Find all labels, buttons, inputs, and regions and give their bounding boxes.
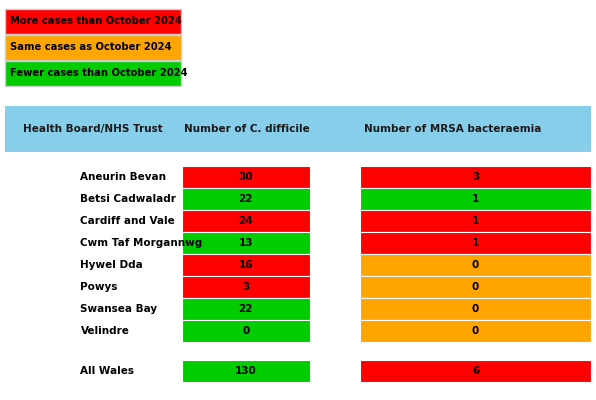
FancyBboxPatch shape	[360, 188, 591, 210]
FancyBboxPatch shape	[5, 61, 181, 86]
Text: 16: 16	[238, 260, 253, 270]
FancyBboxPatch shape	[182, 254, 310, 276]
FancyBboxPatch shape	[182, 360, 310, 382]
Text: All Wales: All Wales	[80, 366, 135, 376]
Text: 0: 0	[472, 326, 479, 336]
Text: Aneurin Bevan: Aneurin Bevan	[80, 172, 166, 182]
Text: Betsi Cadwaladr: Betsi Cadwaladr	[80, 194, 176, 204]
Text: Number of MRSA bacteraemia: Number of MRSA bacteraemia	[364, 124, 542, 134]
FancyBboxPatch shape	[360, 232, 591, 254]
FancyBboxPatch shape	[182, 210, 310, 232]
Text: 3: 3	[242, 282, 250, 292]
FancyBboxPatch shape	[182, 276, 310, 298]
Text: Cwm Taf Morgannwg: Cwm Taf Morgannwg	[80, 238, 203, 248]
Text: 24: 24	[238, 216, 253, 226]
FancyBboxPatch shape	[5, 106, 591, 152]
FancyBboxPatch shape	[182, 188, 310, 210]
FancyBboxPatch shape	[360, 360, 591, 382]
Text: 13: 13	[238, 238, 253, 248]
Text: Health Board/NHS Trust: Health Board/NHS Trust	[23, 124, 162, 134]
Text: 0: 0	[242, 326, 250, 336]
FancyBboxPatch shape	[182, 232, 310, 254]
Text: Same cases as October 2024: Same cases as October 2024	[10, 42, 171, 52]
Text: 0: 0	[472, 304, 479, 314]
Text: Velindre: Velindre	[80, 326, 129, 336]
FancyBboxPatch shape	[360, 166, 591, 188]
Text: 0: 0	[472, 282, 479, 292]
FancyBboxPatch shape	[360, 320, 591, 342]
Text: 30: 30	[238, 172, 253, 182]
Text: 1: 1	[472, 238, 479, 248]
FancyBboxPatch shape	[182, 166, 310, 188]
FancyBboxPatch shape	[182, 298, 310, 320]
Text: More cases than October 2024: More cases than October 2024	[10, 16, 181, 26]
Text: Hywel Dda: Hywel Dda	[80, 260, 143, 270]
Text: Swansea Bay: Swansea Bay	[80, 304, 157, 314]
FancyBboxPatch shape	[5, 35, 181, 60]
Text: 0: 0	[472, 260, 479, 270]
FancyBboxPatch shape	[360, 276, 591, 298]
Text: Cardiff and Vale: Cardiff and Vale	[80, 216, 175, 226]
Text: Number of C. difficile: Number of C. difficile	[185, 124, 310, 134]
FancyBboxPatch shape	[360, 298, 591, 320]
Text: 1: 1	[472, 194, 479, 204]
Text: 22: 22	[238, 194, 253, 204]
Text: 6: 6	[472, 366, 479, 376]
Text: Fewer cases than October 2024: Fewer cases than October 2024	[10, 68, 187, 78]
FancyBboxPatch shape	[360, 210, 591, 232]
Text: 3: 3	[472, 172, 479, 182]
FancyBboxPatch shape	[5, 9, 181, 34]
FancyBboxPatch shape	[182, 320, 310, 342]
FancyBboxPatch shape	[360, 254, 591, 276]
Text: 22: 22	[238, 304, 253, 314]
Text: 130: 130	[235, 366, 257, 376]
Text: Powys: Powys	[80, 282, 118, 292]
Text: 1: 1	[472, 216, 479, 226]
